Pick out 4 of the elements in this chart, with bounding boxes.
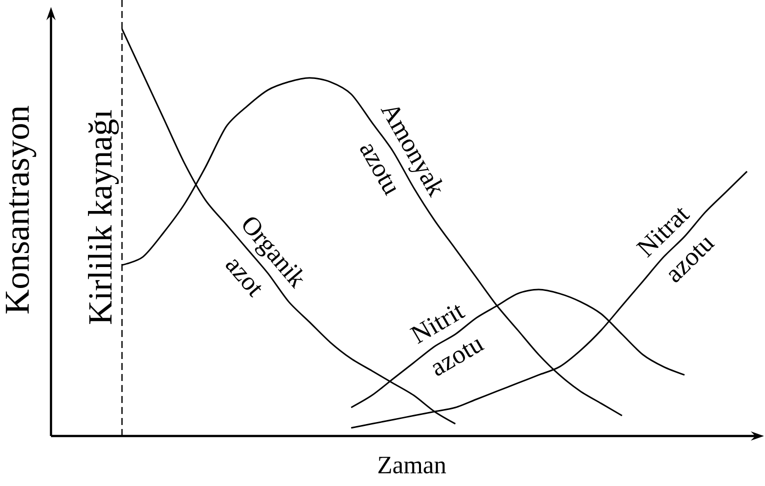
x-axis-title: Zaman <box>378 456 446 474</box>
y-axis-title: Konsantrasyon <box>6 106 36 314</box>
annotation: Kirlilik kaynağı <box>88 110 119 324</box>
text: Nitrit azotu <box>410 304 485 376</box>
